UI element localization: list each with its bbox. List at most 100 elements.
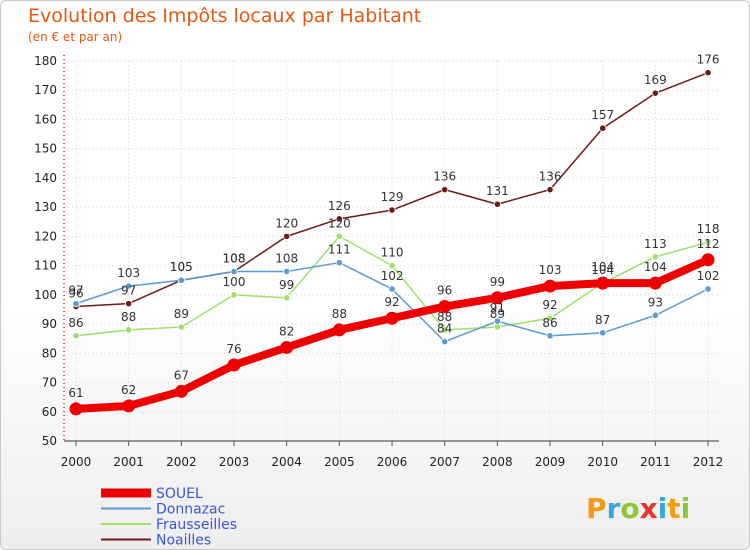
data-point-souel xyxy=(385,311,399,325)
data-label-donnazac: 87 xyxy=(595,313,610,327)
brand-logo: Proxiti xyxy=(586,492,690,525)
data-point-donnazac xyxy=(230,267,238,276)
data-label-frausseilles: 113 xyxy=(644,237,667,251)
data-label-noailles: 97 xyxy=(121,284,136,298)
data-label-souel: 92 xyxy=(384,295,399,309)
data-point-noailles xyxy=(704,69,712,77)
x-tick-label: 2009 xyxy=(535,455,566,469)
chart-axes: 50 60 70 80 90 100 110 120 130 140 150 160 170 180 200… xyxy=(34,54,723,469)
x-tick-label: 2004 xyxy=(271,455,302,469)
data-point-donnazac xyxy=(441,338,449,346)
data-point-donnazac xyxy=(177,276,185,284)
data-label-donnazac: 103 xyxy=(117,266,140,280)
y-tick-label: 170 xyxy=(34,83,57,97)
brand-letter: P xyxy=(586,492,607,525)
x-tick-label: 2003 xyxy=(219,455,250,469)
y-tick-label: 70 xyxy=(42,376,57,390)
x-tick-label: 2000 xyxy=(61,455,92,469)
y-tick-label: 80 xyxy=(42,346,57,360)
brand-letter: i xyxy=(681,492,691,525)
data-label-donnazac: 102 xyxy=(381,269,404,283)
data-point-donnazac xyxy=(704,285,712,293)
data-label-noailles: 136 xyxy=(539,170,562,184)
data-point-souel xyxy=(280,340,294,354)
data-point-noailles xyxy=(599,124,607,132)
data-label-frausseilles: 104 xyxy=(591,263,614,277)
data-label-souel: 96 xyxy=(437,284,452,298)
data-label-noailles: 126 xyxy=(328,199,351,213)
y-tick-label: 130 xyxy=(34,200,57,214)
x-tick-label: 2007 xyxy=(429,455,460,469)
data-label-frausseilles: 120 xyxy=(328,216,351,230)
legend-label-frausseilles: Frausseilles xyxy=(156,517,237,533)
y-tick-label: 120 xyxy=(34,229,57,243)
data-point-noailles xyxy=(283,232,291,240)
data-label-noailles: 157 xyxy=(591,108,614,122)
y-tick-label: 140 xyxy=(34,171,57,185)
data-point-noailles xyxy=(493,200,501,208)
data-point-frausseilles xyxy=(72,332,80,340)
data-point-frausseilles xyxy=(388,262,396,270)
data-point-souel xyxy=(543,279,557,293)
data-point-frausseilles xyxy=(651,253,659,261)
chart-subtitle: (en € et par an) xyxy=(28,30,123,44)
data-point-souel xyxy=(332,323,346,337)
chart-grid xyxy=(64,60,719,442)
data-label-souel: 67 xyxy=(174,368,189,382)
data-point-frausseilles xyxy=(493,323,501,331)
data-label-noailles: 131 xyxy=(486,184,509,198)
brand-letter: t xyxy=(667,492,680,525)
data-point-noailles xyxy=(546,186,554,194)
y-tick-label: 90 xyxy=(42,317,57,331)
brand-letter: o xyxy=(620,492,639,525)
x-tick-label: 2002 xyxy=(166,455,197,469)
x-tick-label: 2011 xyxy=(640,455,671,469)
data-label-donnazac: 105 xyxy=(170,260,193,274)
data-point-noailles xyxy=(125,300,133,308)
data-label-souel: 99 xyxy=(490,275,505,289)
data-label-frausseilles: 100 xyxy=(223,275,246,289)
data-point-noailles xyxy=(651,89,659,97)
data-point-donnazac xyxy=(599,329,607,337)
data-point-souel xyxy=(174,384,188,398)
data-point-donnazac xyxy=(651,311,659,319)
data-point-souel xyxy=(596,276,610,290)
data-label-souel: 104 xyxy=(591,260,614,274)
data-point-souel xyxy=(69,402,83,416)
data-point-noailles xyxy=(388,206,396,214)
data-point-souel xyxy=(438,300,452,314)
data-label-noailles: 136 xyxy=(433,170,456,184)
data-label-noailles: 105 xyxy=(170,260,193,274)
data-label-souel: 62 xyxy=(121,383,136,397)
data-point-donnazac xyxy=(388,285,396,293)
data-label-souel: 82 xyxy=(279,324,294,338)
legend-label-souel: SOUEL xyxy=(156,486,203,502)
brand-letter: r xyxy=(607,492,621,525)
data-label-frausseilles: 99 xyxy=(279,278,294,292)
data-point-donnazac xyxy=(493,317,501,325)
data-label-souel: 61 xyxy=(68,386,83,400)
data-label-donnazac: 108 xyxy=(223,251,246,265)
data-label-noailles: 120 xyxy=(275,216,298,230)
data-label-souel: 104 xyxy=(644,260,667,274)
data-label-souel: 88 xyxy=(332,307,347,321)
x-tick-label: 2010 xyxy=(587,455,618,469)
data-label-frausseilles: 88 xyxy=(437,310,452,324)
data-point-noailles xyxy=(335,215,343,223)
data-label-noailles: 169 xyxy=(644,73,667,87)
data-label-donnazac: 93 xyxy=(648,295,663,309)
y-tick-label: 160 xyxy=(34,112,57,126)
data-label-donnazac: 97 xyxy=(68,284,83,298)
data-label-donnazac: 84 xyxy=(437,322,452,336)
x-tick-label: 2012 xyxy=(693,455,724,469)
data-point-frausseilles xyxy=(125,326,133,334)
x-tick-label: 2005 xyxy=(324,455,355,469)
data-point-souel xyxy=(122,399,136,413)
data-label-donnazac: 111 xyxy=(328,243,351,257)
data-label-frausseilles: 89 xyxy=(174,307,189,321)
chart-series xyxy=(69,69,715,416)
data-point-donnazac xyxy=(125,282,133,290)
